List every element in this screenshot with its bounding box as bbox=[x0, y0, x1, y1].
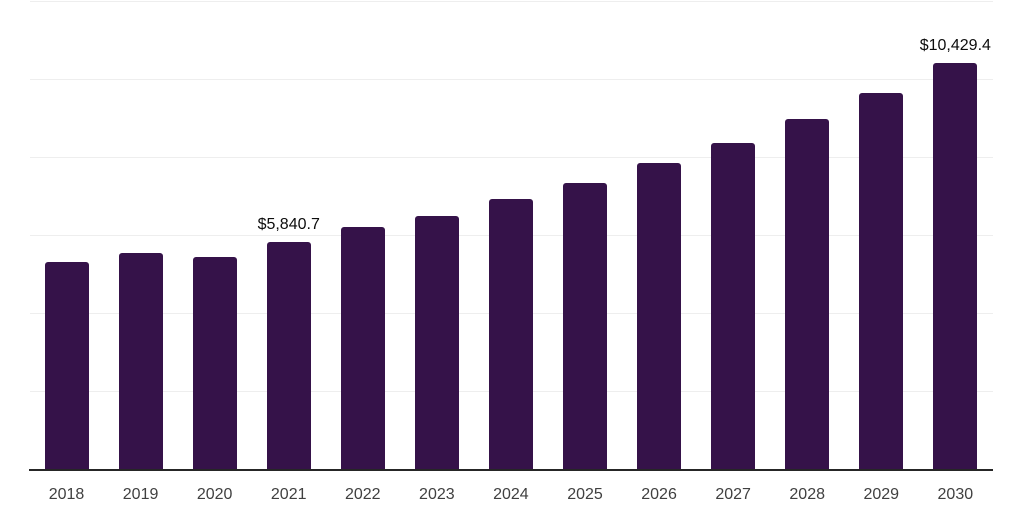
x-tick-2030: 2030 bbox=[937, 486, 974, 503]
gridline-8000 bbox=[30, 157, 993, 158]
bar-2024 bbox=[488, 199, 533, 470]
x-tick-2026: 2026 bbox=[641, 486, 677, 503]
data-label-2021: $5,840.7 bbox=[257, 216, 320, 234]
x-tick-2019: 2019 bbox=[122, 486, 159, 503]
bar-2027 bbox=[711, 142, 756, 470]
gridline-12000 bbox=[30, 1, 993, 2]
bar-2029 bbox=[859, 93, 904, 470]
bar-2021 bbox=[266, 242, 311, 470]
x-tick-2022: 2022 bbox=[344, 486, 381, 503]
bar-2025 bbox=[562, 183, 607, 470]
bar-2023 bbox=[414, 215, 459, 470]
bar-2018 bbox=[44, 262, 89, 470]
bar-2019 bbox=[118, 253, 163, 470]
x-tick-2027: 2027 bbox=[715, 486, 751, 503]
x-tick-2024: 2024 bbox=[493, 486, 529, 503]
bar-2020 bbox=[192, 257, 237, 470]
x-tick-2025: 2025 bbox=[567, 486, 603, 503]
x-tick-2028: 2028 bbox=[789, 486, 825, 503]
x-tick-2018: 2018 bbox=[48, 486, 85, 503]
x-axis-line bbox=[29, 469, 993, 471]
x-tick-2021: 2021 bbox=[270, 486, 307, 503]
bar-2028 bbox=[785, 118, 830, 470]
plot-area: $5,840.7 $10,429.4 bbox=[30, 1, 993, 470]
bar-2022 bbox=[340, 227, 385, 470]
bar-2026 bbox=[637, 163, 682, 470]
data-label-2030: $10,429.4 bbox=[919, 37, 991, 55]
gridline-10000 bbox=[30, 79, 993, 80]
x-tick-2029: 2029 bbox=[863, 486, 900, 503]
x-tick-2020: 2020 bbox=[196, 486, 233, 503]
bar-2030 bbox=[933, 63, 978, 470]
x-tick-2023: 2023 bbox=[419, 486, 455, 503]
